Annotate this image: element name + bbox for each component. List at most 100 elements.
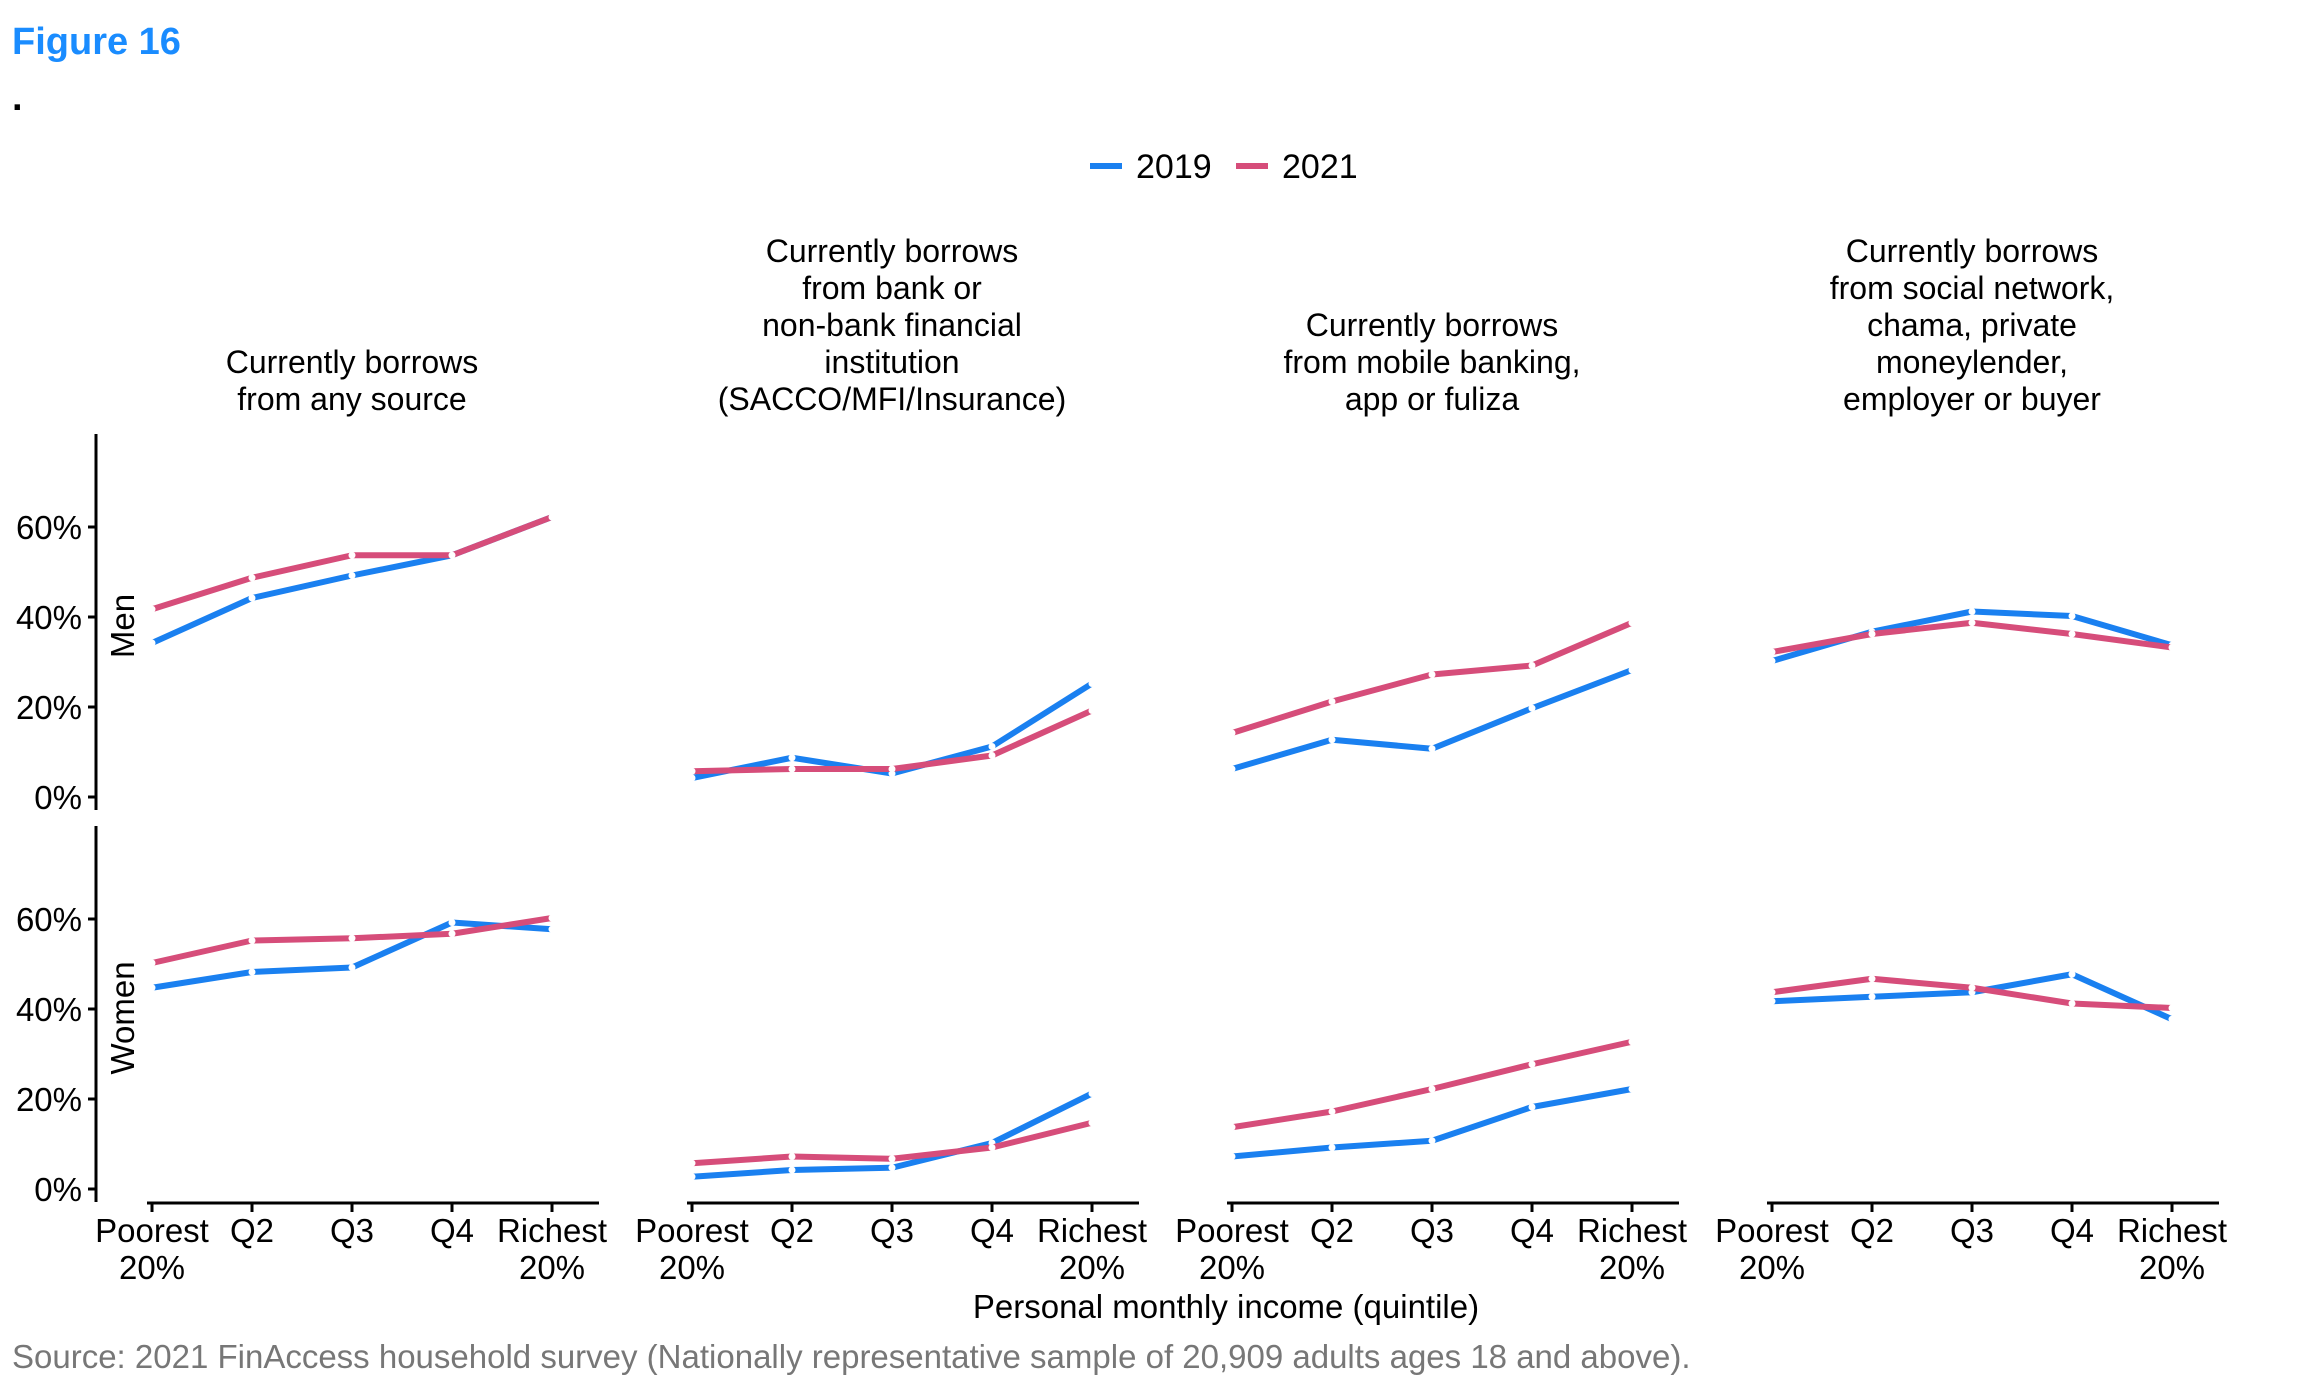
series-line-2021-women-2 (1231, 1038, 1633, 1131)
x-tick-label: Richest (1577, 1212, 1687, 1249)
x-tick-label: Poorest (635, 1212, 749, 1249)
data-point-2021 (1968, 619, 1976, 627)
data-point-2021 (1768, 648, 1776, 656)
facet-strip-title-line: institution (824, 344, 959, 380)
data-point-2021 (888, 765, 896, 773)
data-point-2019 (148, 639, 156, 647)
data-point-2021 (448, 551, 456, 559)
data-point-2019 (1868, 993, 1876, 1001)
data-point-2021 (448, 930, 456, 938)
y-tick-label: 20% (16, 689, 82, 726)
data-point-2019 (1428, 1137, 1436, 1145)
data-point-2021 (1768, 988, 1776, 996)
x-tick-label: Q2 (230, 1212, 274, 1249)
facet-strip-title-line: from social network, (1830, 270, 2115, 306)
legend-label-2021: 2021 (1282, 148, 1358, 186)
x-tick-label: Q2 (770, 1212, 814, 1249)
data-point-2019 (688, 1173, 696, 1181)
data-point-2021 (1328, 698, 1336, 705)
data-point-2019 (348, 964, 356, 971)
series-line-2019-men-3 (1771, 608, 2173, 664)
facet-strip-title-line: Currently borrows (1306, 307, 1559, 343)
data-point-2021 (2068, 630, 2076, 638)
data-point-2019 (788, 754, 796, 762)
data-point-2019 (988, 743, 996, 750)
data-point-2021 (248, 574, 256, 582)
data-point-2019 (1228, 765, 1236, 773)
facet-strip-title-line: from bank or (802, 270, 982, 306)
x-tick-label: Poorest (1715, 1212, 1829, 1249)
x-tick-label: 20% (519, 1249, 585, 1286)
facet-strip-title-line: (SACCO/MFI/Insurance) (718, 381, 1067, 417)
facet-strip-title-line: employer or buyer (1843, 381, 2101, 417)
data-point-2019 (348, 572, 356, 579)
x-tick-label: Poorest (1175, 1212, 1289, 1249)
facet-strip-title-line: from any source (237, 381, 466, 417)
x-tick-label: 20% (1199, 1249, 1265, 1286)
legend: 2019 2021 (1090, 148, 1358, 186)
data-point-2019 (1628, 666, 1636, 674)
x-tick-label: 20% (2139, 1249, 2205, 1286)
data-point-2021 (1428, 671, 1436, 678)
data-point-2021 (688, 1159, 696, 1167)
data-point-2019 (2168, 1015, 2176, 1023)
x-tick-label: Q3 (330, 1212, 374, 1249)
data-point-2021 (1868, 630, 1876, 638)
data-point-2019 (2068, 970, 2076, 978)
data-point-2021 (548, 513, 556, 521)
x-tick-label: Q3 (1950, 1212, 1994, 1249)
x-tick-label: 20% (1599, 1249, 1665, 1286)
y-tick-label: 40% (16, 991, 82, 1028)
x-tick-label: Poorest (95, 1212, 209, 1249)
data-point-2019 (1328, 1144, 1336, 1151)
x-tick-label: Q4 (1510, 1212, 1554, 1249)
x-tick-label: Q4 (970, 1212, 1014, 1249)
data-point-2021 (1228, 729, 1236, 737)
series-line-2019-men-1 (691, 680, 1094, 781)
series-line-2019-women-3 (1771, 971, 2174, 1022)
data-point-2019 (888, 1164, 896, 1172)
data-point-2019 (688, 774, 696, 782)
facet-strip-title-line: moneylender, (1876, 344, 2068, 380)
source-note: Source: 2021 FinAccess household survey … (12, 1338, 1691, 1375)
data-point-2019 (1768, 997, 1776, 1005)
data-point-2019 (548, 925, 556, 933)
facet-strip-title-line: Currently borrows (226, 344, 479, 380)
data-point-2021 (788, 765, 796, 773)
x-tick-label: 20% (1059, 1249, 1125, 1286)
data-point-2019 (448, 919, 456, 926)
data-point-2021 (1228, 1123, 1236, 1131)
data-point-2019 (1968, 608, 1976, 615)
x-tick-label: 20% (119, 1249, 185, 1286)
legend-label-2019: 2019 (1136, 148, 1212, 186)
series-line-2019-men-0 (150, 514, 554, 646)
x-tick-label: 20% (1739, 1249, 1805, 1286)
figure-label: Figure 16 (12, 21, 181, 63)
y-tick-label: 60% (16, 509, 82, 546)
data-point-2021 (788, 1153, 796, 1160)
data-point-2019 (1768, 657, 1776, 665)
data-point-2021 (148, 605, 156, 613)
data-point-2021 (248, 937, 256, 944)
x-tick-label: Q2 (1310, 1212, 1354, 1249)
data-point-2021 (2068, 1000, 2076, 1007)
data-point-2021 (888, 1155, 896, 1163)
x-tick-label: Q3 (1410, 1212, 1454, 1249)
x-axis-title: Personal monthly income (quintile) (973, 1288, 1479, 1325)
data-point-2019 (1328, 736, 1336, 744)
facet-row-labels: Men Women (104, 594, 141, 1075)
data-point-2021 (1328, 1108, 1336, 1115)
figure-dot: . (12, 77, 23, 119)
y-tick-label: 40% (16, 599, 82, 636)
series-line-2019-women-0 (151, 919, 553, 991)
data-point-2021 (1528, 1060, 1536, 1068)
data-point-2019 (1528, 1103, 1536, 1111)
series-line-2021-men-0 (151, 514, 554, 613)
data-point-2021 (348, 551, 356, 559)
facet-strip-title-line: from mobile banking, (1283, 344, 1580, 380)
data-point-2019 (1428, 745, 1436, 753)
x-tick-label: Richest (2117, 1212, 2227, 1249)
data-point-2021 (1628, 1038, 1636, 1046)
